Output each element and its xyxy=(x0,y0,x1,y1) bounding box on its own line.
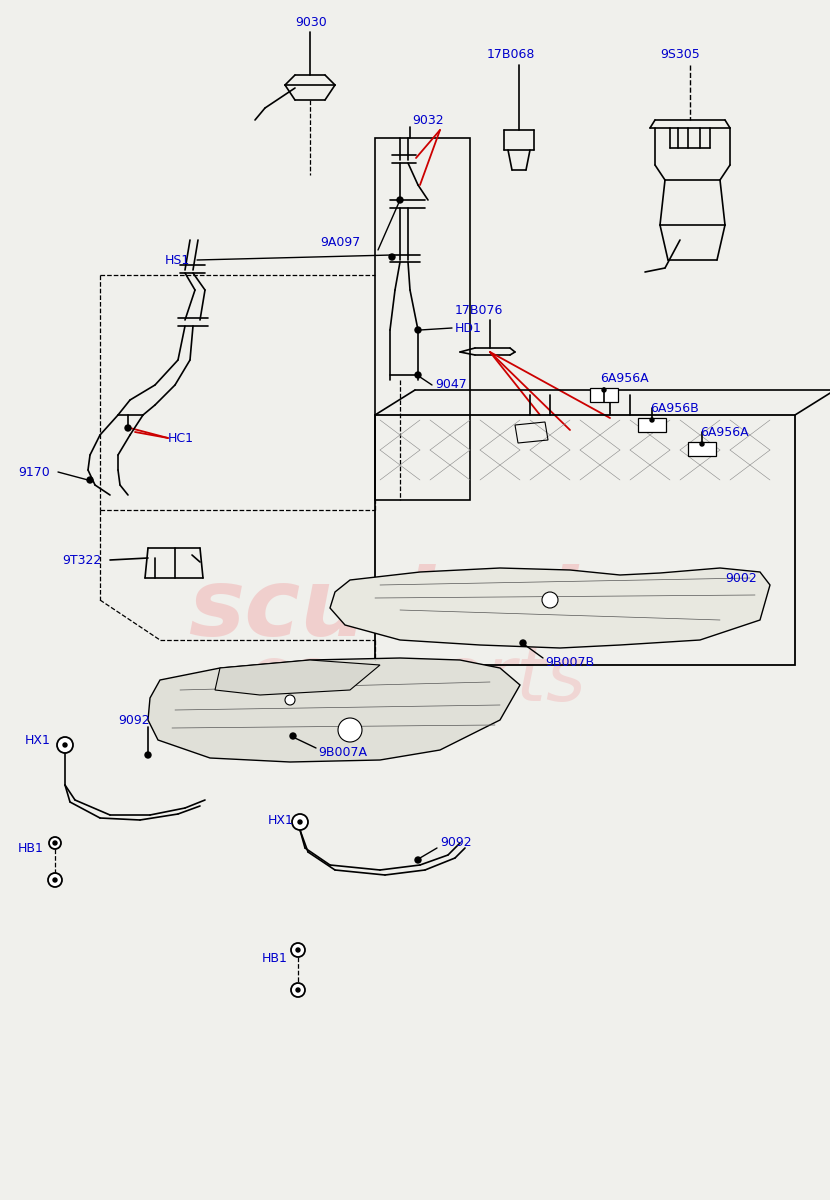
Text: 9032: 9032 xyxy=(412,114,443,126)
Circle shape xyxy=(49,838,61,850)
Circle shape xyxy=(53,841,57,845)
Bar xyxy=(375,415,795,665)
Circle shape xyxy=(650,418,654,422)
Text: 6A956A: 6A956A xyxy=(700,426,749,438)
Text: 9030: 9030 xyxy=(295,16,327,29)
Circle shape xyxy=(700,442,704,446)
Circle shape xyxy=(291,943,305,958)
Circle shape xyxy=(338,718,362,742)
Bar xyxy=(638,418,666,432)
Text: car parts: car parts xyxy=(245,643,585,716)
Circle shape xyxy=(87,476,93,482)
Circle shape xyxy=(542,592,558,608)
Text: 17B076: 17B076 xyxy=(455,304,503,317)
Circle shape xyxy=(53,878,57,882)
Text: HB1: HB1 xyxy=(262,952,288,965)
Circle shape xyxy=(125,425,131,431)
Circle shape xyxy=(602,388,606,392)
Bar xyxy=(375,138,470,500)
Circle shape xyxy=(389,254,395,260)
Circle shape xyxy=(291,983,305,997)
Bar xyxy=(590,388,618,402)
Circle shape xyxy=(145,752,151,758)
Text: HX1: HX1 xyxy=(268,814,294,827)
Text: HS1: HS1 xyxy=(165,253,190,266)
Text: HC1: HC1 xyxy=(168,432,194,444)
Circle shape xyxy=(296,988,300,992)
Polygon shape xyxy=(330,568,770,648)
Text: 6A956A: 6A956A xyxy=(600,372,648,384)
Circle shape xyxy=(415,326,421,332)
Circle shape xyxy=(290,733,296,739)
Text: 9A097: 9A097 xyxy=(320,235,360,248)
Circle shape xyxy=(63,743,67,746)
Text: HD1: HD1 xyxy=(455,322,482,335)
Text: 9047: 9047 xyxy=(435,378,466,391)
Circle shape xyxy=(292,814,308,830)
Text: 9002: 9002 xyxy=(725,571,757,584)
Circle shape xyxy=(415,857,421,863)
Circle shape xyxy=(48,874,62,887)
Circle shape xyxy=(296,948,300,952)
Text: 9B007B: 9B007B xyxy=(545,655,594,668)
Text: 9170: 9170 xyxy=(18,466,50,479)
Text: 17B068: 17B068 xyxy=(487,48,535,61)
Text: scuderia: scuderia xyxy=(188,564,642,656)
Text: HX1: HX1 xyxy=(25,733,51,746)
Text: 9S305: 9S305 xyxy=(660,48,700,61)
Circle shape xyxy=(415,372,421,378)
Circle shape xyxy=(57,737,73,754)
Polygon shape xyxy=(148,658,520,762)
Text: 9B007A: 9B007A xyxy=(318,745,367,758)
Circle shape xyxy=(397,197,403,203)
Text: HB1: HB1 xyxy=(18,841,44,854)
Circle shape xyxy=(298,820,302,824)
Text: 9092: 9092 xyxy=(440,836,471,850)
Circle shape xyxy=(285,695,295,704)
Text: 9092: 9092 xyxy=(118,714,149,726)
Circle shape xyxy=(520,640,526,646)
Bar xyxy=(688,442,716,456)
Text: 9T322: 9T322 xyxy=(62,553,101,566)
Polygon shape xyxy=(215,660,380,695)
Text: 6A956B: 6A956B xyxy=(650,402,699,414)
